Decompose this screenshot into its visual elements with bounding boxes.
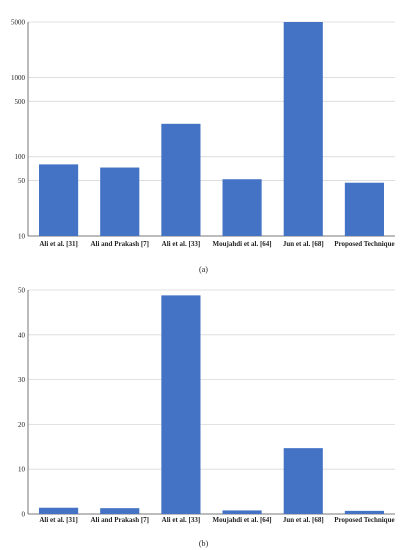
bar-b-0 — [39, 507, 79, 514]
x-tick-label-b-1: Ali and Prakash [7] — [90, 516, 149, 524]
bar-a-2 — [161, 123, 201, 236]
x-tick-label-b-0: Ali et al. [31] — [39, 516, 78, 524]
y-tick-label-b-1: 10 — [18, 466, 26, 474]
x-tick-label-b-2: Ali et al. [33] — [162, 516, 201, 524]
y-tick-label-a-2: 100 — [15, 153, 26, 161]
bar-b-1 — [100, 508, 140, 514]
y-tick-label-a-5: 5000 — [11, 19, 26, 27]
y-tick-label-b-2: 20 — [18, 421, 26, 429]
x-tick-label-a-5: Proposed Technique — [334, 240, 394, 248]
x-tick-label-a-4: Jun et al. [68] — [283, 240, 324, 248]
bar-b-4 — [283, 448, 323, 514]
x-tick-label-a-1: Ali and Prakash [7] — [90, 240, 149, 248]
bar-b-5 — [344, 510, 384, 514]
x-tick-label-a-0: Ali et al. [31] — [39, 240, 78, 248]
caption-a: (a) — [199, 265, 208, 274]
x-tick-label-a-2: Ali et al. [33] — [162, 240, 201, 248]
bar-b-3 — [222, 510, 262, 514]
y-tick-label-b-4: 40 — [18, 331, 26, 339]
caption-b: (b) — [199, 539, 209, 548]
bar-a-5 — [344, 182, 384, 236]
bar-a-0 — [39, 164, 79, 236]
y-tick-label-b-5: 50 — [18, 287, 26, 295]
y-tick-label-a-0: 10 — [18, 233, 26, 241]
bar-a-4 — [283, 22, 323, 236]
chart-a: 10 50 100 500 1000 5000 Ali et al. [31] Ali and… — [11, 19, 395, 274]
y-tick-label-b-0: 0 — [22, 511, 26, 519]
chart-b: 0 10 20 30 40 50 Ali et al. [31] Ali and Prakas… — [18, 287, 395, 548]
x-tick-label-a-3: Moujahdi et al. [64] — [213, 240, 272, 248]
x-tick-label-b-4: Jun et al. [68] — [283, 516, 324, 524]
x-tick-label-b-3: Moujahdi et al. [64] — [213, 516, 272, 524]
y-tick-label-b-3: 30 — [18, 376, 26, 384]
y-tick-label-a-1: 50 — [18, 177, 26, 185]
bar-a-1 — [100, 167, 140, 236]
bar-b-2 — [161, 295, 201, 514]
bar-a-3 — [222, 179, 262, 236]
y-tick-label-a-4: 1000 — [11, 74, 26, 82]
x-tick-label-b-5: Proposed Technique — [334, 516, 394, 524]
y-tick-label-a-3: 500 — [15, 98, 26, 106]
